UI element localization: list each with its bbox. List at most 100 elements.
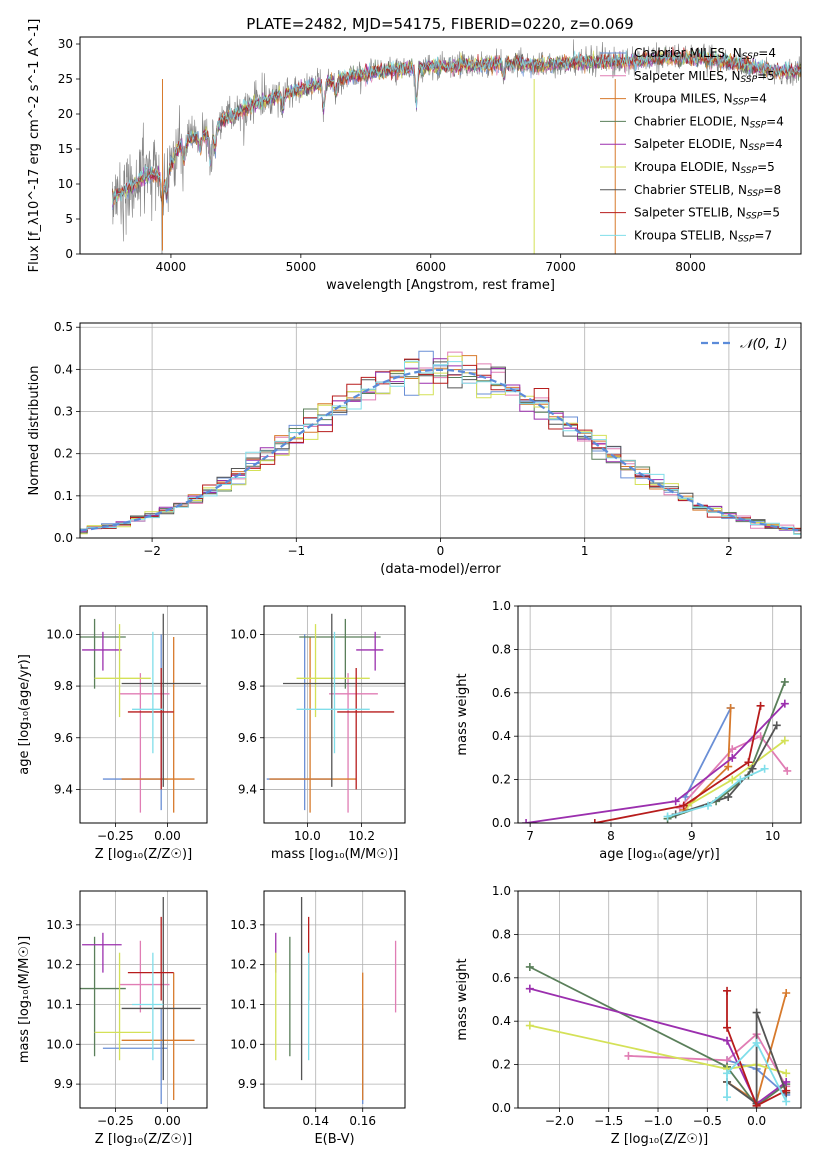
weight-marker-kroupa_elodie xyxy=(525,1021,534,1030)
x-tick-label: 10.2 xyxy=(348,829,375,843)
y-tick-label: 9.4 xyxy=(54,782,73,796)
weight-marker-salpeter_elodie xyxy=(525,984,534,993)
weight-marker-kroupa_stelib xyxy=(736,775,745,784)
x-tick-label: 10.0 xyxy=(294,829,321,843)
normal-distribution-curve xyxy=(80,368,799,532)
y-tick-label: 10.1 xyxy=(230,997,257,1011)
weight-marker-kroupa_stelib xyxy=(760,764,769,773)
y-tick-label: 9.9 xyxy=(238,1077,257,1091)
x-axis-label: age [log₁₀(age/yr)] xyxy=(599,847,720,862)
y-tick-label: 9.9 xyxy=(54,1077,73,1091)
weight-line-salpeter_elodie xyxy=(529,987,787,1106)
legend-text: Chabrier STELIB, N xyxy=(634,183,747,197)
weight-marker-chabrier_stelib xyxy=(772,721,781,730)
y-axis-label: Normed distribution xyxy=(27,366,42,496)
weight-marker-salpeter_stelib xyxy=(744,758,753,767)
y-tick-label: 0.0 xyxy=(492,1101,511,1115)
legend-label-kroupa_elodie: Kroupa ELODIE, NSSP=5 xyxy=(634,160,775,176)
x-tick-label: 0.00 xyxy=(154,1114,181,1128)
y-tick-label: 9.4 xyxy=(238,782,257,796)
weight-line-kroupa_elodie xyxy=(687,739,786,807)
x-tick-label: −0.25 xyxy=(97,1114,134,1128)
weight-marker-salpeter_stelib xyxy=(723,986,732,995)
axes-frame xyxy=(263,890,406,1109)
y-tick-label: 0.6 xyxy=(492,971,511,985)
y-tick-label: 0.4 xyxy=(492,1014,511,1028)
legend-suffix: =4 xyxy=(749,92,767,106)
weight-marker-salpeter_stelib xyxy=(590,819,599,823)
x-tick-label: 1 xyxy=(581,544,589,558)
histogram-chabrier_stelib xyxy=(80,359,801,534)
legend-subscript: SSP xyxy=(746,212,763,222)
y-tick-label: 1.0 xyxy=(492,599,511,613)
weight-marker-kroupa_stelib xyxy=(663,812,672,821)
x-axis-label: wavelength [Angstrom, rest frame] xyxy=(326,278,555,293)
plot-area-residuals xyxy=(80,323,801,538)
x-tick-label: 7000 xyxy=(545,260,576,274)
weight-marker-kroupa_stelib xyxy=(782,1097,791,1106)
x-tick-label: 0.16 xyxy=(349,1114,376,1128)
x-tick-label: 8000 xyxy=(675,260,706,274)
panel-mass_vs_ebv: 0.14 0.16 9.9 10.0 10.1 10.2 10.3 E(B-V) xyxy=(230,890,406,1147)
weight-marker-chabrier_elodie xyxy=(780,677,789,686)
weight-marker-kroupa_elodie xyxy=(780,736,789,745)
x-axis-label: Z [log₁₀(Z/Z☉)] xyxy=(611,1132,708,1147)
x-tick-label: 7 xyxy=(526,829,534,843)
legend-text: Kroupa STELIB, N xyxy=(634,228,738,242)
legend-suffix: =7 xyxy=(754,228,772,242)
weight-marker-kroupa_miles xyxy=(724,762,733,771)
weight-line-salpeter_elodie xyxy=(525,702,786,823)
weight-marker-salpeter_elodie xyxy=(780,699,789,708)
x-axis-label: (data-model)/error xyxy=(380,562,501,577)
axes-frame xyxy=(79,36,802,255)
y-axis-label: mass weight xyxy=(455,673,470,755)
x-tick-label: 2 xyxy=(725,544,733,558)
weight-marker-kroupa_miles xyxy=(782,988,791,997)
plot-area-age_vs_mass xyxy=(264,606,405,823)
legend-label-chabrier_stelib: Chabrier STELIB, NSSP=8 xyxy=(634,183,781,199)
model-spectrum-kroupa_stelib xyxy=(112,49,801,205)
y-tick-label: 10.2 xyxy=(230,958,257,972)
plot-area-weight_vs_Z xyxy=(518,891,801,1108)
y-tick-label: 1.0 xyxy=(492,884,511,898)
weight-line-salpeter_stelib xyxy=(726,990,787,1108)
plot-area-mass_vs_Z xyxy=(80,891,207,1108)
legend-subscript: SSP xyxy=(741,75,758,85)
weight-marker-salpeter_stelib xyxy=(782,1086,791,1095)
y-tick-label: 10.0 xyxy=(230,1037,257,1051)
x-tick-label: 0.0 xyxy=(747,1114,766,1128)
legend-subscript: SSP xyxy=(747,189,764,199)
plot-area-weight_vs_age xyxy=(518,606,801,823)
x-tick-label: 4000 xyxy=(156,260,187,274)
y-axis-label: mass [log₁₀(M/M☉)] xyxy=(17,936,32,1063)
legend-label-chabrier_miles: Chabrier MILES, NSSP=4 xyxy=(634,46,776,62)
legend-suffix: =4 xyxy=(766,114,784,128)
legend-text: Salpeter STELIB, N xyxy=(634,206,746,220)
x-tick-label: −0.25 xyxy=(97,829,134,843)
weight-marker-salpeter_elodie xyxy=(723,1036,732,1045)
y-tick-label: 0.4 xyxy=(492,729,511,743)
weight-marker-kroupa_elodie xyxy=(728,775,737,784)
weight-marker-salpeter_stelib xyxy=(679,801,688,810)
weight-marker-salpeter_elodie xyxy=(522,819,531,823)
panel-age_vs_Z: −0.25 0.00 9.4 9.6 9.8 10.0 Z [log₁₀(Z/Z☉)] age… xyxy=(17,605,208,862)
x-axis-label: Z [log₁₀(Z/Z☉)] xyxy=(95,1132,192,1147)
plot-area-age_vs_Z xyxy=(80,606,207,823)
y-tick-label: 9.6 xyxy=(54,731,73,745)
legend-subscript: SSP xyxy=(750,120,767,130)
plot-area-mass_vs_ebv xyxy=(264,891,405,1108)
panel-weight_vs_Z: −2.0 −1.5 −1.0 −0.5 0.0 0.0 0.2 0.4 0.6 0.8 1.0 Z [… xyxy=(455,884,802,1147)
weight-line-salpeter_stelib xyxy=(594,705,762,823)
weight-marker-salpeter_elodie xyxy=(782,1077,791,1086)
axes-frame xyxy=(263,605,406,824)
legend-label-kroupa_miles: Kroupa MILES, NSSP=4 xyxy=(634,92,767,108)
axes-frame xyxy=(517,605,802,824)
weight-marker-kroupa_miles xyxy=(726,703,735,712)
weight-marker-salpeter_miles xyxy=(624,1051,633,1060)
y-tick-label: 10.3 xyxy=(46,918,73,932)
legend-subscript: SSP xyxy=(741,166,758,176)
y-tick-label: 20 xyxy=(58,107,73,121)
x-tick-label: −2.0 xyxy=(545,1114,574,1128)
